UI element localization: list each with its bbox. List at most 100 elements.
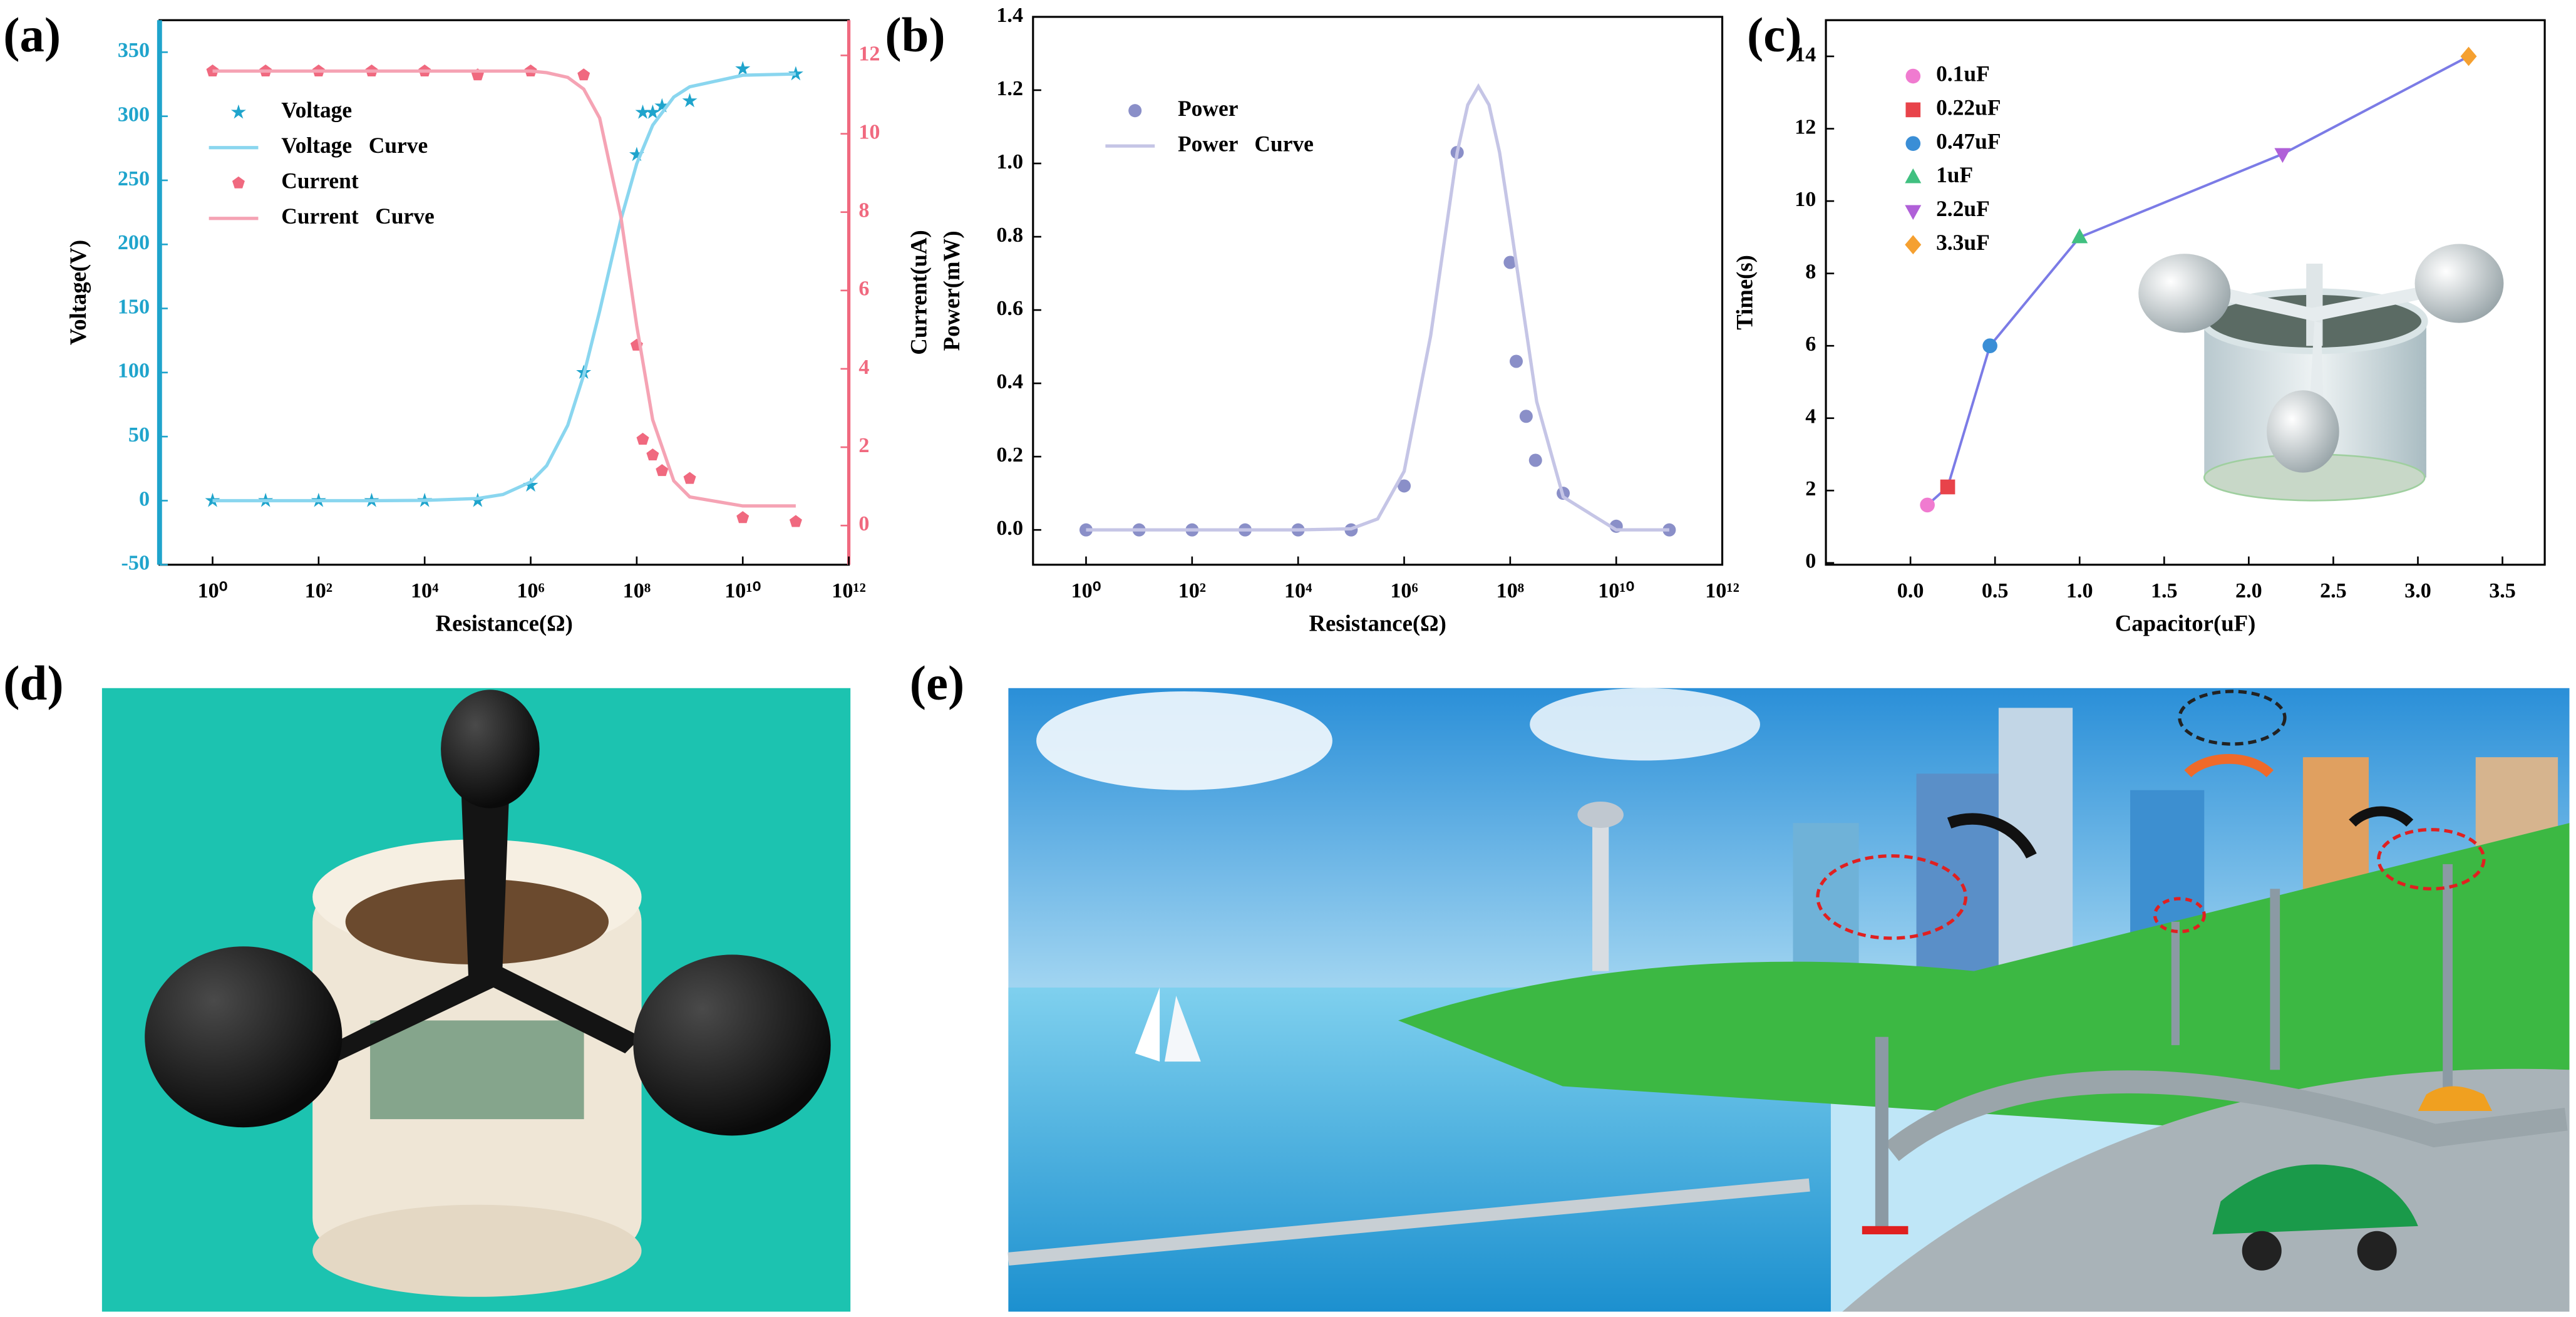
legend-label: 2.2uF xyxy=(1936,196,1990,221)
x-tick-label: 10¹⁰ xyxy=(724,579,761,602)
device-photo xyxy=(101,688,851,1312)
marker xyxy=(1982,338,1997,354)
y-tick-label: 14 xyxy=(1795,43,1816,66)
curve xyxy=(212,69,796,508)
y-tick-label: 200 xyxy=(118,231,150,254)
x-axis-label: Resistance(Ω) xyxy=(1309,610,1446,636)
x-tick-label: 10⁶ xyxy=(517,579,544,602)
y-axis-label: Time(s) xyxy=(1731,255,1757,330)
marker xyxy=(682,93,698,108)
x-tick-label: 3.5 xyxy=(2489,579,2516,602)
marker xyxy=(645,104,661,119)
x-tick-label: 2.5 xyxy=(2320,579,2347,602)
y-tick-label: 1.0 xyxy=(996,150,1023,173)
y-tick-label: 0.4 xyxy=(996,370,1023,393)
marker xyxy=(654,98,670,113)
y-tick-label: 250 xyxy=(118,167,150,190)
x-axis-label: Capacitor(uF) xyxy=(2115,610,2256,636)
marker xyxy=(1920,497,1935,513)
marker xyxy=(523,477,538,492)
x-tick-label: 10² xyxy=(305,579,332,602)
device-illustration xyxy=(2138,244,2504,502)
x-tick-label: 10¹² xyxy=(1705,579,1739,602)
legend-label: 0.47uF xyxy=(1936,128,2001,153)
y-tick-label: 0 xyxy=(139,487,150,510)
y-tick-label: 0.0 xyxy=(996,517,1023,540)
y-tick-label: 0.8 xyxy=(996,224,1023,247)
y-tick-label: 1.4 xyxy=(996,4,1023,27)
x-tick-label: 10⁴ xyxy=(1284,579,1312,602)
marker xyxy=(2274,148,2291,163)
y-tick-label: 0.2 xyxy=(996,443,1023,467)
y-tick-label: 2 xyxy=(1805,477,1816,500)
marker xyxy=(2071,228,2088,244)
marker xyxy=(1509,354,1523,368)
x-tick-label: 3.0 xyxy=(2404,579,2431,602)
x-tick-label: 10¹² xyxy=(832,579,866,602)
marker xyxy=(636,433,649,445)
marker xyxy=(577,68,590,81)
x-tick-label: 10⁸ xyxy=(1497,579,1524,602)
x-tick-label: 10⁶ xyxy=(1390,579,1418,602)
y-tick-label: 300 xyxy=(118,103,150,126)
marker xyxy=(1905,205,1922,220)
x-tick-label: 10⁰ xyxy=(1071,579,1101,602)
marker xyxy=(635,104,651,119)
y-tick-label: 4 xyxy=(1805,405,1816,428)
y-tick-label: 10 xyxy=(1795,188,1816,211)
x-tick-label: 0.0 xyxy=(1897,579,1924,602)
x-axis-label: Resistance(Ω) xyxy=(436,610,573,636)
x-tick-label: 2.0 xyxy=(2235,579,2262,602)
marker xyxy=(1398,479,1411,493)
y-tick-label: 350 xyxy=(118,39,150,62)
y2-tick-label: 2 xyxy=(858,434,869,457)
y-tick-label: 0 xyxy=(1805,550,1816,573)
legend-label: Current Curve xyxy=(281,204,435,229)
marker xyxy=(1128,104,1142,118)
y2-tick-label: 8 xyxy=(858,199,869,222)
x-tick-label: 10⁸ xyxy=(623,579,651,602)
marker xyxy=(1905,136,1921,152)
marker xyxy=(788,66,803,81)
curve xyxy=(1086,83,1669,532)
y-tick-label: 150 xyxy=(118,295,150,318)
marker xyxy=(2460,46,2477,66)
y2-tick-label: 6 xyxy=(858,277,869,301)
legend-label: Power xyxy=(1178,96,1238,121)
x-tick-label: 0.5 xyxy=(1982,579,2009,602)
marker xyxy=(232,176,245,189)
y2-tick-label: 12 xyxy=(858,42,880,65)
y-axis-label: Voltage(V) xyxy=(65,240,91,345)
legend-label: 0.1uF xyxy=(1936,61,1990,86)
y-tick-label: 6 xyxy=(1805,333,1816,356)
marker xyxy=(656,464,669,477)
y-tick-label: 50 xyxy=(128,423,150,447)
y-axis-label: Power(mW) xyxy=(939,230,964,351)
x-tick-label: 10⁰ xyxy=(198,579,228,602)
panel-label: (d) xyxy=(3,656,63,711)
legend-label: Power Curve xyxy=(1178,131,1314,156)
plot-frame xyxy=(158,19,850,566)
legend-label: Voltage Curve xyxy=(281,133,428,158)
legend-label: 0.22uF xyxy=(1936,95,2001,120)
panel-label: (a) xyxy=(3,8,61,63)
x-tick-label: 10² xyxy=(1178,579,1206,602)
legend-label: 1uF xyxy=(1936,162,1973,187)
marker xyxy=(1503,256,1517,269)
marker xyxy=(1519,410,1533,423)
marker xyxy=(683,472,696,484)
marker xyxy=(735,61,751,76)
curve xyxy=(212,72,796,503)
y2-axis-label: Current(uA) xyxy=(906,230,932,354)
y-tick-label: 1.2 xyxy=(996,77,1023,100)
y2-tick-label: 4 xyxy=(858,356,869,379)
marker xyxy=(1528,453,1542,467)
y-tick-label: 12 xyxy=(1795,115,1816,138)
panel-label: (b) xyxy=(885,8,945,63)
y2-tick-label: 0 xyxy=(858,512,869,535)
panel-label: (e) xyxy=(910,656,964,711)
plot-frame xyxy=(1825,19,2546,566)
marker xyxy=(1905,235,1922,255)
marker xyxy=(789,515,802,527)
